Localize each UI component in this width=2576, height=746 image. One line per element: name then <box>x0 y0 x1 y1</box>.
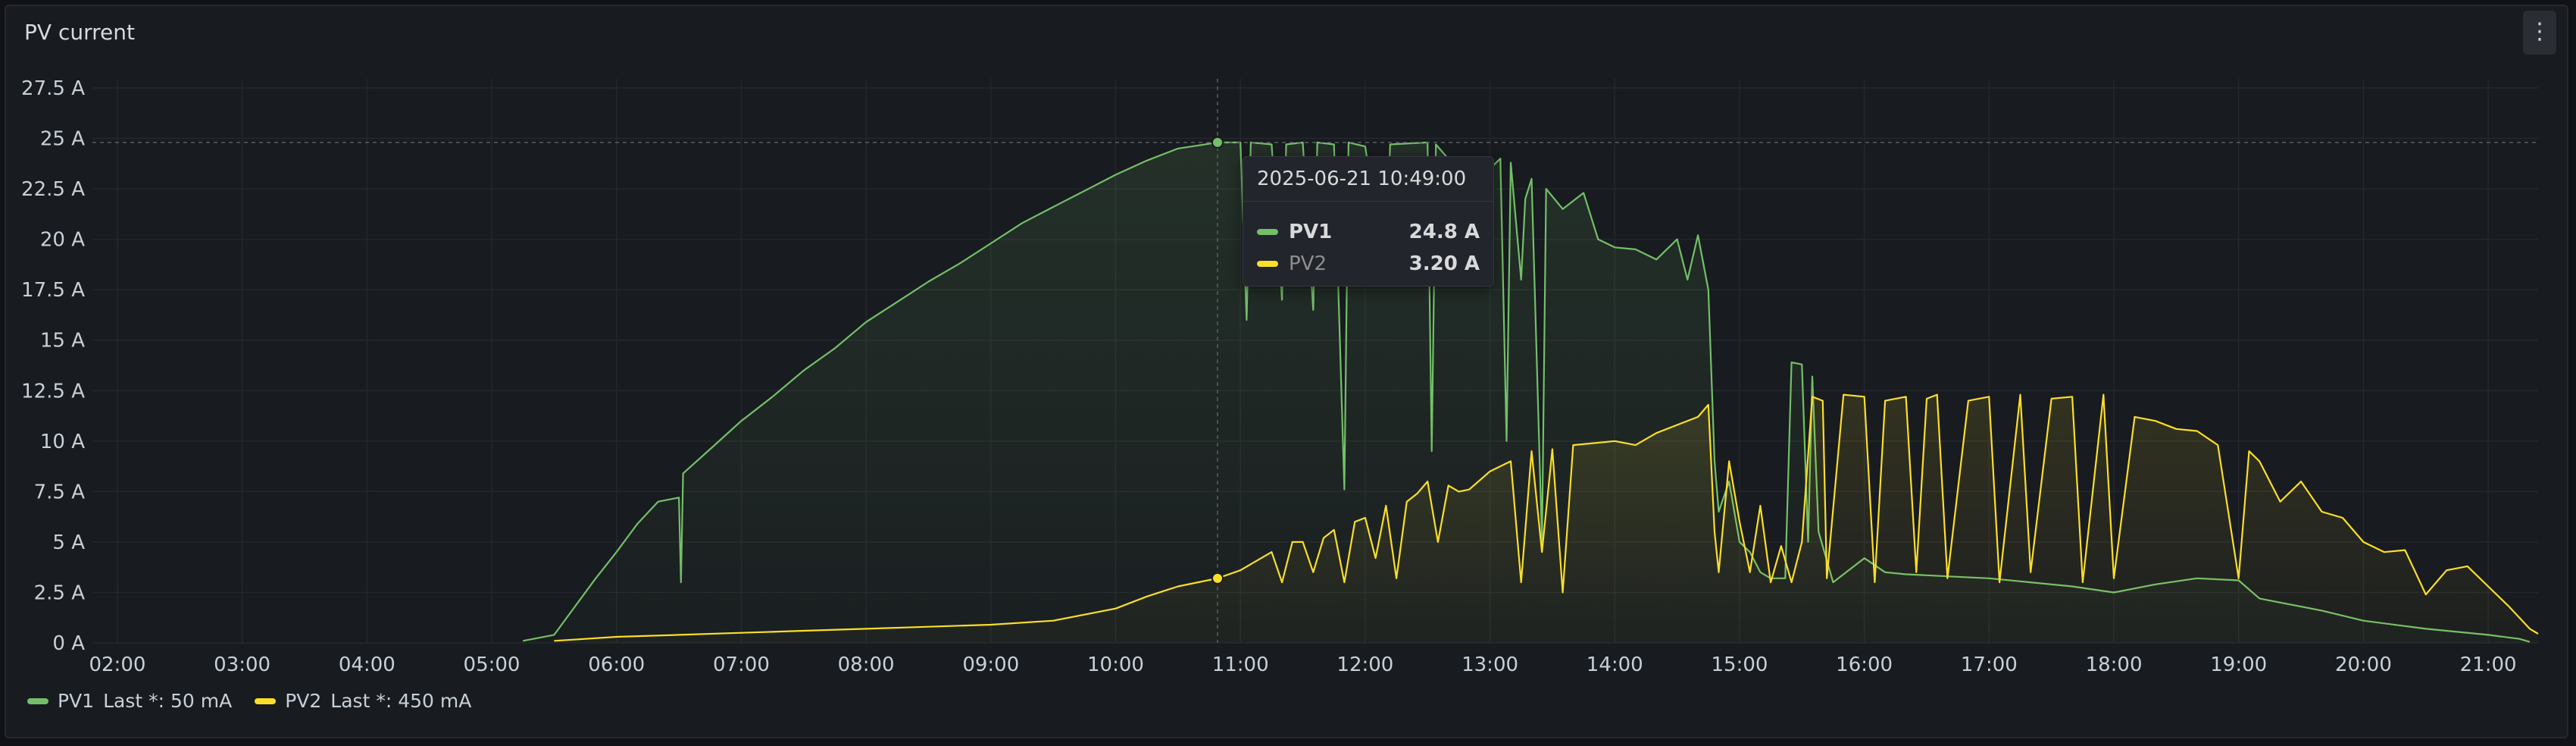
tooltip-row-pv1: PV1 24.8 A <box>1257 219 1480 245</box>
tooltip-divider <box>1243 201 1493 202</box>
hover-point-pv2 <box>1211 572 1224 585</box>
legend-item-pv2[interactable]: PV2 Last *: 450 mA <box>255 690 471 712</box>
x-tick-label: 13:00 <box>1462 654 1518 676</box>
x-tick-label: 18:00 <box>2086 654 2143 676</box>
y-tick-label: 15 A <box>40 330 85 353</box>
y-tick-label: 27.5 A <box>21 77 85 100</box>
x-tick-label: 15:00 <box>1711 654 1768 676</box>
y-tick-label: 17.5 A <box>21 279 85 302</box>
legend-last-value: Last *: 450 mA <box>330 690 472 712</box>
x-tick-label: 04:00 <box>339 654 395 676</box>
x-tick-label: 02:00 <box>89 654 145 676</box>
x-tick-label: 09:00 <box>962 654 1019 676</box>
tooltip-series-name: PV1 <box>1289 221 1333 243</box>
y-tick-label: 12.5 A <box>21 380 85 403</box>
pv1-swatch-icon <box>1257 229 1278 235</box>
tooltip-series-name: PV2 <box>1289 252 1327 275</box>
x-tick-label: 08:00 <box>838 654 895 676</box>
series-line-pv2[interactable] <box>554 393 2539 642</box>
x-tick-label: 17:00 <box>1961 654 2018 676</box>
x-tick-label: 14:00 <box>1587 654 1643 676</box>
y-tick-label: 25 A <box>40 128 85 151</box>
x-tick-label: 20:00 <box>2335 654 2392 676</box>
x-tick-label: 12:00 <box>1336 654 1393 676</box>
x-tick-label: 19:00 <box>2210 654 2267 676</box>
tooltip-row-pv2: PV2 3.20 A <box>1257 251 1480 277</box>
hover-tooltip: 2025-06-21 10:49:00 PV1 24.8 A PV2 3.20 … <box>1243 156 1494 287</box>
legend-item-pv1[interactable]: PV1 Last *: 50 mA <box>27 690 232 712</box>
chart-legend: PV1 Last *: 50 mA PV2 Last *: 450 mA <box>27 690 471 712</box>
x-tick-label: 21:00 <box>2460 654 2517 676</box>
pv2-legend-swatch-icon <box>255 697 277 704</box>
y-tick-label: 10 A <box>40 431 85 453</box>
legend-last-value: Last *: 50 mA <box>103 690 233 712</box>
panel-title: PV current <box>24 20 135 45</box>
tooltip-series-value: 24.8 A <box>1408 221 1480 243</box>
legend-series-name: PV1 <box>58 690 95 712</box>
pv2-swatch-icon <box>1257 261 1278 267</box>
tooltip-series-value: 3.20 A <box>1408 252 1480 275</box>
y-tick-label: 0 A <box>52 632 85 655</box>
x-tick-label: 06:00 <box>588 654 645 676</box>
x-tick-label: 10:00 <box>1087 654 1144 676</box>
legend-series-name: PV2 <box>285 690 322 712</box>
series-area-pv1 <box>523 142 2531 643</box>
hover-point-pv1 <box>1211 136 1224 149</box>
x-tick-label: 16:00 <box>1836 654 1893 676</box>
tooltip-time: 2025-06-21 10:49:00 <box>1257 168 1467 190</box>
x-tick-label: 11:00 <box>1212 654 1269 676</box>
y-tick-label: 7.5 A <box>34 481 86 503</box>
y-tick-label: 2.5 A <box>34 581 86 604</box>
y-tick-label: 5 A <box>52 531 85 554</box>
x-tick-label: 03:00 <box>214 654 270 676</box>
y-tick-label: 20 A <box>40 229 85 252</box>
kebab-menu-icon[interactable]: ⋮ <box>2523 11 2556 55</box>
y-tick-label: 22.5 A <box>21 178 85 201</box>
x-tick-label: 07:00 <box>713 654 770 676</box>
pv1-legend-swatch-icon <box>27 697 48 704</box>
x-tick-label: 05:00 <box>464 654 521 676</box>
